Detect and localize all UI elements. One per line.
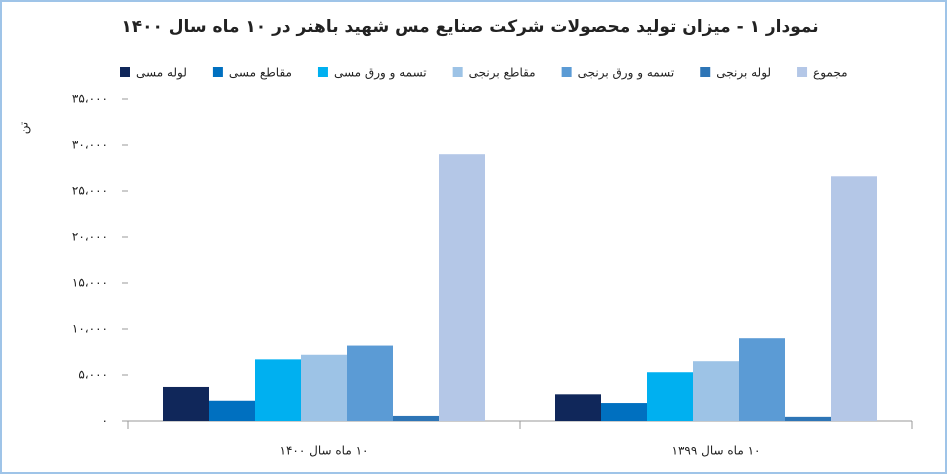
legend-marker <box>212 67 223 77</box>
y-tick-label: ۰ <box>102 414 108 428</box>
legend-marker <box>452 67 463 77</box>
bar <box>601 403 647 421</box>
y-tick-label: ۳۰،۰۰۰ <box>72 138 108 152</box>
bar <box>209 400 255 421</box>
bar <box>255 359 301 421</box>
bar <box>163 386 209 421</box>
bar <box>555 394 601 421</box>
legend-label: لوله برنجی <box>716 66 771 81</box>
legend-marker <box>797 67 808 77</box>
legend-marker <box>120 67 130 77</box>
y-tick-label: ۱۰،۰۰۰ <box>72 322 108 336</box>
x-tick-label: ۱۰ ماه سال ۱۴۰۰ <box>280 444 369 458</box>
legend-label: تسمه و ورق برنجی <box>578 66 675 81</box>
legend-marker <box>561 67 572 77</box>
bar <box>393 415 439 421</box>
bar <box>831 176 877 421</box>
y-tick-label: ۱۵،۰۰۰ <box>72 276 108 290</box>
y-tick-label: ۲۵،۰۰۰ <box>72 184 108 198</box>
bar <box>647 372 693 421</box>
bar <box>301 354 347 421</box>
y-axis-label: تن <box>17 122 32 134</box>
y-tick-label: ۵،۰۰۰ <box>78 368 108 382</box>
y-tick-label: ۲۰،۰۰۰ <box>72 230 108 244</box>
bar <box>739 338 785 421</box>
legend-label: مقاطع مسی <box>229 66 292 80</box>
chart-title: نمودار ۱ - میزان تولید محصولات شرکت صنای… <box>121 17 818 37</box>
bar <box>785 416 831 421</box>
x-tick-label: ۱۰ ماه سال ۱۳۹۹ <box>672 444 761 458</box>
bar <box>439 154 485 421</box>
y-tick-label: ۳۵،۰۰۰ <box>72 92 108 106</box>
legend-label: تسمه و ورق مسی <box>334 66 427 81</box>
legend-label: مجموع <box>813 66 847 81</box>
legend-marker <box>700 67 711 77</box>
bar <box>693 361 739 421</box>
legend-marker <box>317 67 328 77</box>
bar <box>347 345 393 421</box>
legend-label: مقاطع برنجی <box>469 66 536 81</box>
legend-label: لوله مسی <box>136 66 187 81</box>
